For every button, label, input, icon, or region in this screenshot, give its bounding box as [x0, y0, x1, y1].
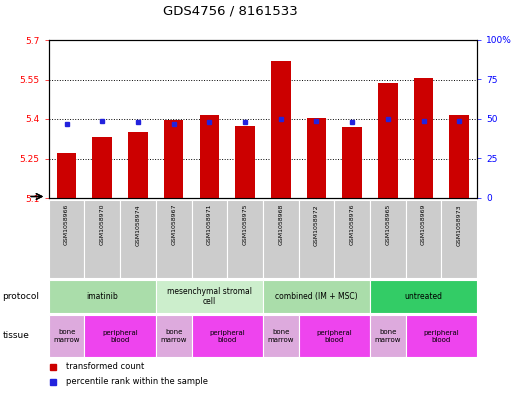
Bar — [120, 200, 156, 278]
Text: GSM1058973: GSM1058973 — [457, 204, 462, 246]
Text: peripheral
blood: peripheral blood — [317, 329, 352, 343]
Text: GDS4756 / 8161533: GDS4756 / 8161533 — [164, 4, 298, 17]
Bar — [128, 132, 148, 198]
Text: GSM1058967: GSM1058967 — [171, 204, 176, 245]
Text: tissue: tissue — [3, 332, 29, 340]
Bar — [85, 315, 156, 357]
Text: GSM1058976: GSM1058976 — [350, 204, 354, 245]
Bar — [200, 115, 219, 198]
Text: GSM1058970: GSM1058970 — [100, 204, 105, 245]
Bar — [299, 200, 334, 278]
Bar — [49, 280, 156, 313]
Bar — [342, 127, 362, 198]
Text: mesenchymal stromal
cell: mesenchymal stromal cell — [167, 287, 252, 306]
Bar — [164, 120, 184, 198]
Bar — [263, 200, 299, 278]
Text: transformed count: transformed count — [66, 362, 144, 371]
Bar — [57, 153, 76, 198]
Bar — [413, 78, 433, 198]
Bar — [441, 200, 477, 278]
Text: peripheral
blood: peripheral blood — [424, 329, 459, 343]
Bar — [191, 200, 227, 278]
Bar — [406, 200, 441, 278]
Text: percentile rank within the sample: percentile rank within the sample — [66, 377, 208, 386]
Text: peripheral
blood: peripheral blood — [209, 329, 245, 343]
Bar — [263, 280, 370, 313]
Text: imatinib: imatinib — [86, 292, 118, 301]
Text: GSM1058969: GSM1058969 — [421, 204, 426, 245]
Bar — [92, 138, 112, 198]
Text: GSM1058966: GSM1058966 — [64, 204, 69, 245]
Text: GSM1058972: GSM1058972 — [314, 204, 319, 246]
Bar — [49, 200, 85, 278]
Bar — [370, 200, 406, 278]
Bar — [271, 61, 290, 198]
Bar — [406, 315, 477, 357]
Text: peripheral
blood: peripheral blood — [102, 329, 138, 343]
Bar — [299, 315, 370, 357]
Bar — [156, 200, 191, 278]
Text: bone
marrow: bone marrow — [267, 329, 294, 343]
Text: untreated: untreated — [405, 292, 443, 301]
Bar — [191, 315, 263, 357]
Text: combined (IM + MSC): combined (IM + MSC) — [275, 292, 358, 301]
Bar — [49, 315, 85, 357]
Bar — [156, 280, 263, 313]
Text: bone
marrow: bone marrow — [53, 329, 80, 343]
Text: GSM1058968: GSM1058968 — [278, 204, 283, 245]
Bar — [378, 83, 398, 198]
Bar — [370, 315, 406, 357]
Bar — [85, 200, 120, 278]
Bar — [370, 280, 477, 313]
Bar — [235, 126, 255, 198]
Text: GSM1058965: GSM1058965 — [385, 204, 390, 245]
Bar — [156, 315, 191, 357]
Bar — [449, 115, 469, 198]
Text: bone
marrow: bone marrow — [161, 329, 187, 343]
Text: bone
marrow: bone marrow — [374, 329, 401, 343]
Bar — [334, 200, 370, 278]
Text: protocol: protocol — [3, 292, 40, 301]
Text: GSM1058975: GSM1058975 — [243, 204, 248, 245]
Text: GSM1058974: GSM1058974 — [135, 204, 141, 246]
Bar — [227, 200, 263, 278]
Bar — [263, 315, 299, 357]
Text: GSM1058971: GSM1058971 — [207, 204, 212, 245]
Bar — [307, 118, 326, 198]
